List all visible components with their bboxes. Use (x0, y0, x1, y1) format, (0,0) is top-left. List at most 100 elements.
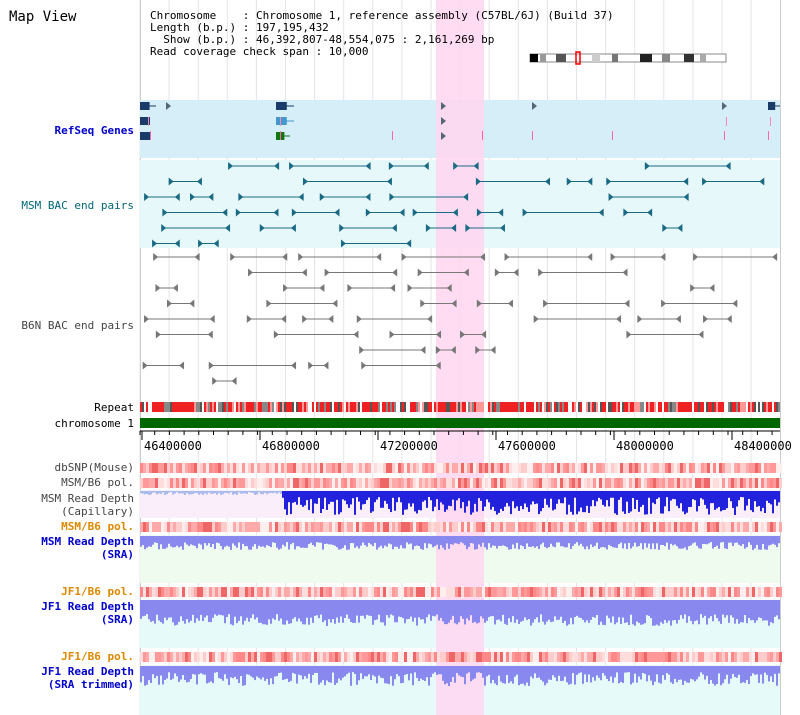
jf1-b6-pol2-strip (251, 652, 254, 662)
jf1-b6-pol2-strip (386, 652, 389, 662)
jf1-sra-depth-bar (254, 600, 256, 620)
msm-capillary-depth-bar (698, 491, 700, 507)
msm-capillary-depth-bar (298, 491, 300, 498)
track-label-dbsnp[interactable]: dbSNP(Mouse) (54, 461, 134, 474)
dbsnp-strip (152, 463, 155, 473)
jf1-b6-pol-strip (311, 587, 314, 597)
jf1-trim-depth-bar (380, 666, 382, 678)
jf1-trim-depth-bar (384, 666, 386, 684)
dbsnp-strip (155, 463, 158, 473)
msm-sra-depth-bar (758, 536, 760, 550)
msm-b6-pol2-strip (590, 522, 593, 532)
msm-b6-pol-strip (608, 478, 611, 488)
jf1-trim-depth-bar (626, 666, 628, 673)
track-label-chromosome[interactable]: chromosome 1 (54, 417, 134, 430)
msm-b6-pol-strip (716, 478, 719, 488)
msm-b6-pol-strip (323, 478, 326, 488)
jf1-trim-depth-bar (148, 666, 150, 681)
repeat-block (754, 402, 756, 412)
msm-sra-depth-bar (350, 536, 352, 544)
msm-sra-depth-bar (318, 536, 320, 543)
msm-capillary-depth-bar (370, 491, 372, 513)
repeat-block (348, 402, 350, 412)
jf1-trim-depth-bar (324, 666, 326, 686)
msm-b6-pol-strip (494, 478, 497, 488)
jf1-trim-depth-bar (198, 666, 200, 675)
jf1-b6-pol-strip (746, 587, 749, 597)
repeat-block (546, 402, 548, 412)
msm-b6-pol-strip (290, 478, 293, 488)
jf1-trim-depth-bar (492, 666, 494, 680)
jf1-sra-depth-bar (592, 600, 594, 617)
msm-capillary-depth-bar (490, 491, 492, 510)
jf1-b6-pol2-strip (434, 652, 437, 662)
track-label-msm-b6-pol-2[interactable]: MSM/B6 pol. (61, 520, 134, 533)
msm-b6-pol2-strip (554, 522, 557, 532)
track-label-msm-b6-pol[interactable]: MSM/B6 pol. (61, 476, 134, 489)
msm-capillary-depth-bar (402, 491, 404, 515)
dbsnp-strip (260, 463, 263, 473)
jf1-b6-pol2-strip (149, 652, 152, 662)
track-label-msm-bac[interactable]: MSM BAC end pairs (21, 199, 134, 212)
msm-b6-pol-strip (320, 478, 323, 488)
msm-sra-depth-bar (236, 536, 238, 548)
jf1-b6-pol2-strip (617, 652, 620, 662)
msm-b6-pol-strip (638, 478, 641, 488)
track-label-b6n-bac[interactable]: B6N BAC end pairs (21, 319, 134, 332)
msm-sra-depth-bar (624, 536, 626, 544)
track-label-refseq[interactable]: RefSeq Genes (54, 124, 134, 137)
msm-sra-depth-bar (560, 536, 562, 547)
jf1-sra-depth-bar (628, 600, 630, 625)
msm-capillary-depth-bar (342, 491, 344, 500)
dbsnp-strip (203, 463, 206, 473)
jf1-b6-pol-strip (149, 587, 152, 597)
msm-sra-depth-bar (242, 536, 244, 544)
msm-b6-pol-strip (434, 478, 437, 488)
repeat-block (506, 402, 508, 412)
msm-sra-depth-bar (710, 536, 712, 543)
msm-b6-pol2-strip (773, 522, 776, 532)
b6n-bac-end (435, 361, 441, 370)
track-label-jf1-b6-pol-2[interactable]: JF1/B6 pol. (61, 650, 134, 663)
msm-sra-depth-bar (524, 536, 526, 549)
jf1-b6-pol2-strip (389, 652, 392, 662)
jf1-b6-pol-strip (320, 587, 323, 597)
msm-b6-pol-strip (395, 478, 398, 488)
msm-capillary-depth-bar (352, 491, 354, 499)
jf1-sra-depth-bar (660, 600, 662, 623)
msm-sra-depth-bar (602, 536, 604, 547)
repeat-block (202, 402, 204, 412)
msm-sra-depth-bar (482, 536, 484, 543)
dbsnp-strip (590, 463, 593, 473)
track-label-repeat[interactable]: Repeat (94, 401, 134, 414)
jf1-sra-depth-bar (614, 600, 616, 625)
dbsnp-strip (761, 463, 764, 473)
dbsnp-strip (218, 463, 221, 473)
jf1-trim-depth-bar (548, 666, 550, 680)
jf1-sra-depth-bar (572, 600, 574, 625)
repeat-block (338, 402, 340, 412)
msm-b6-pol2-strip (716, 522, 719, 532)
msm-capillary-depth-bar (242, 491, 244, 494)
dbsnp-strip (422, 463, 425, 473)
track-label-msm-depth-capillary[interactable]: MSM Read Depth (Capillary) (41, 492, 134, 518)
track-label-jf1-depth-sra[interactable]: JF1 Read Depth (SRA) (41, 600, 134, 626)
b6n-bac-end (153, 253, 159, 261)
jf1-b6-pol2-strip (215, 652, 218, 662)
msm-bac-end (365, 193, 371, 201)
jf1-trim-depth-bar (534, 666, 536, 674)
msm-sra-depth-bar (566, 536, 568, 548)
track-label-jf1-depth-trimmed[interactable]: JF1 Read Depth (SRA trimmed) (41, 665, 134, 691)
dbsnp-strip (611, 463, 614, 473)
repeat-block (766, 402, 768, 412)
jf1-trim-depth-bar (750, 666, 752, 677)
msm-sra-depth-bar (576, 536, 578, 543)
msm-sra-depth-bar (264, 536, 266, 548)
dbsnp-strip (320, 463, 323, 473)
track-label-msm-depth-sra[interactable]: MSM Read Depth (SRA) (41, 535, 134, 561)
jf1-trim-depth-bar (362, 666, 364, 679)
track-label-jf1-b6-pol[interactable]: JF1/B6 pol. (61, 585, 134, 598)
msm-b6-pol2-strip (314, 522, 317, 532)
msm-b6-pol2-strip (530, 522, 533, 532)
